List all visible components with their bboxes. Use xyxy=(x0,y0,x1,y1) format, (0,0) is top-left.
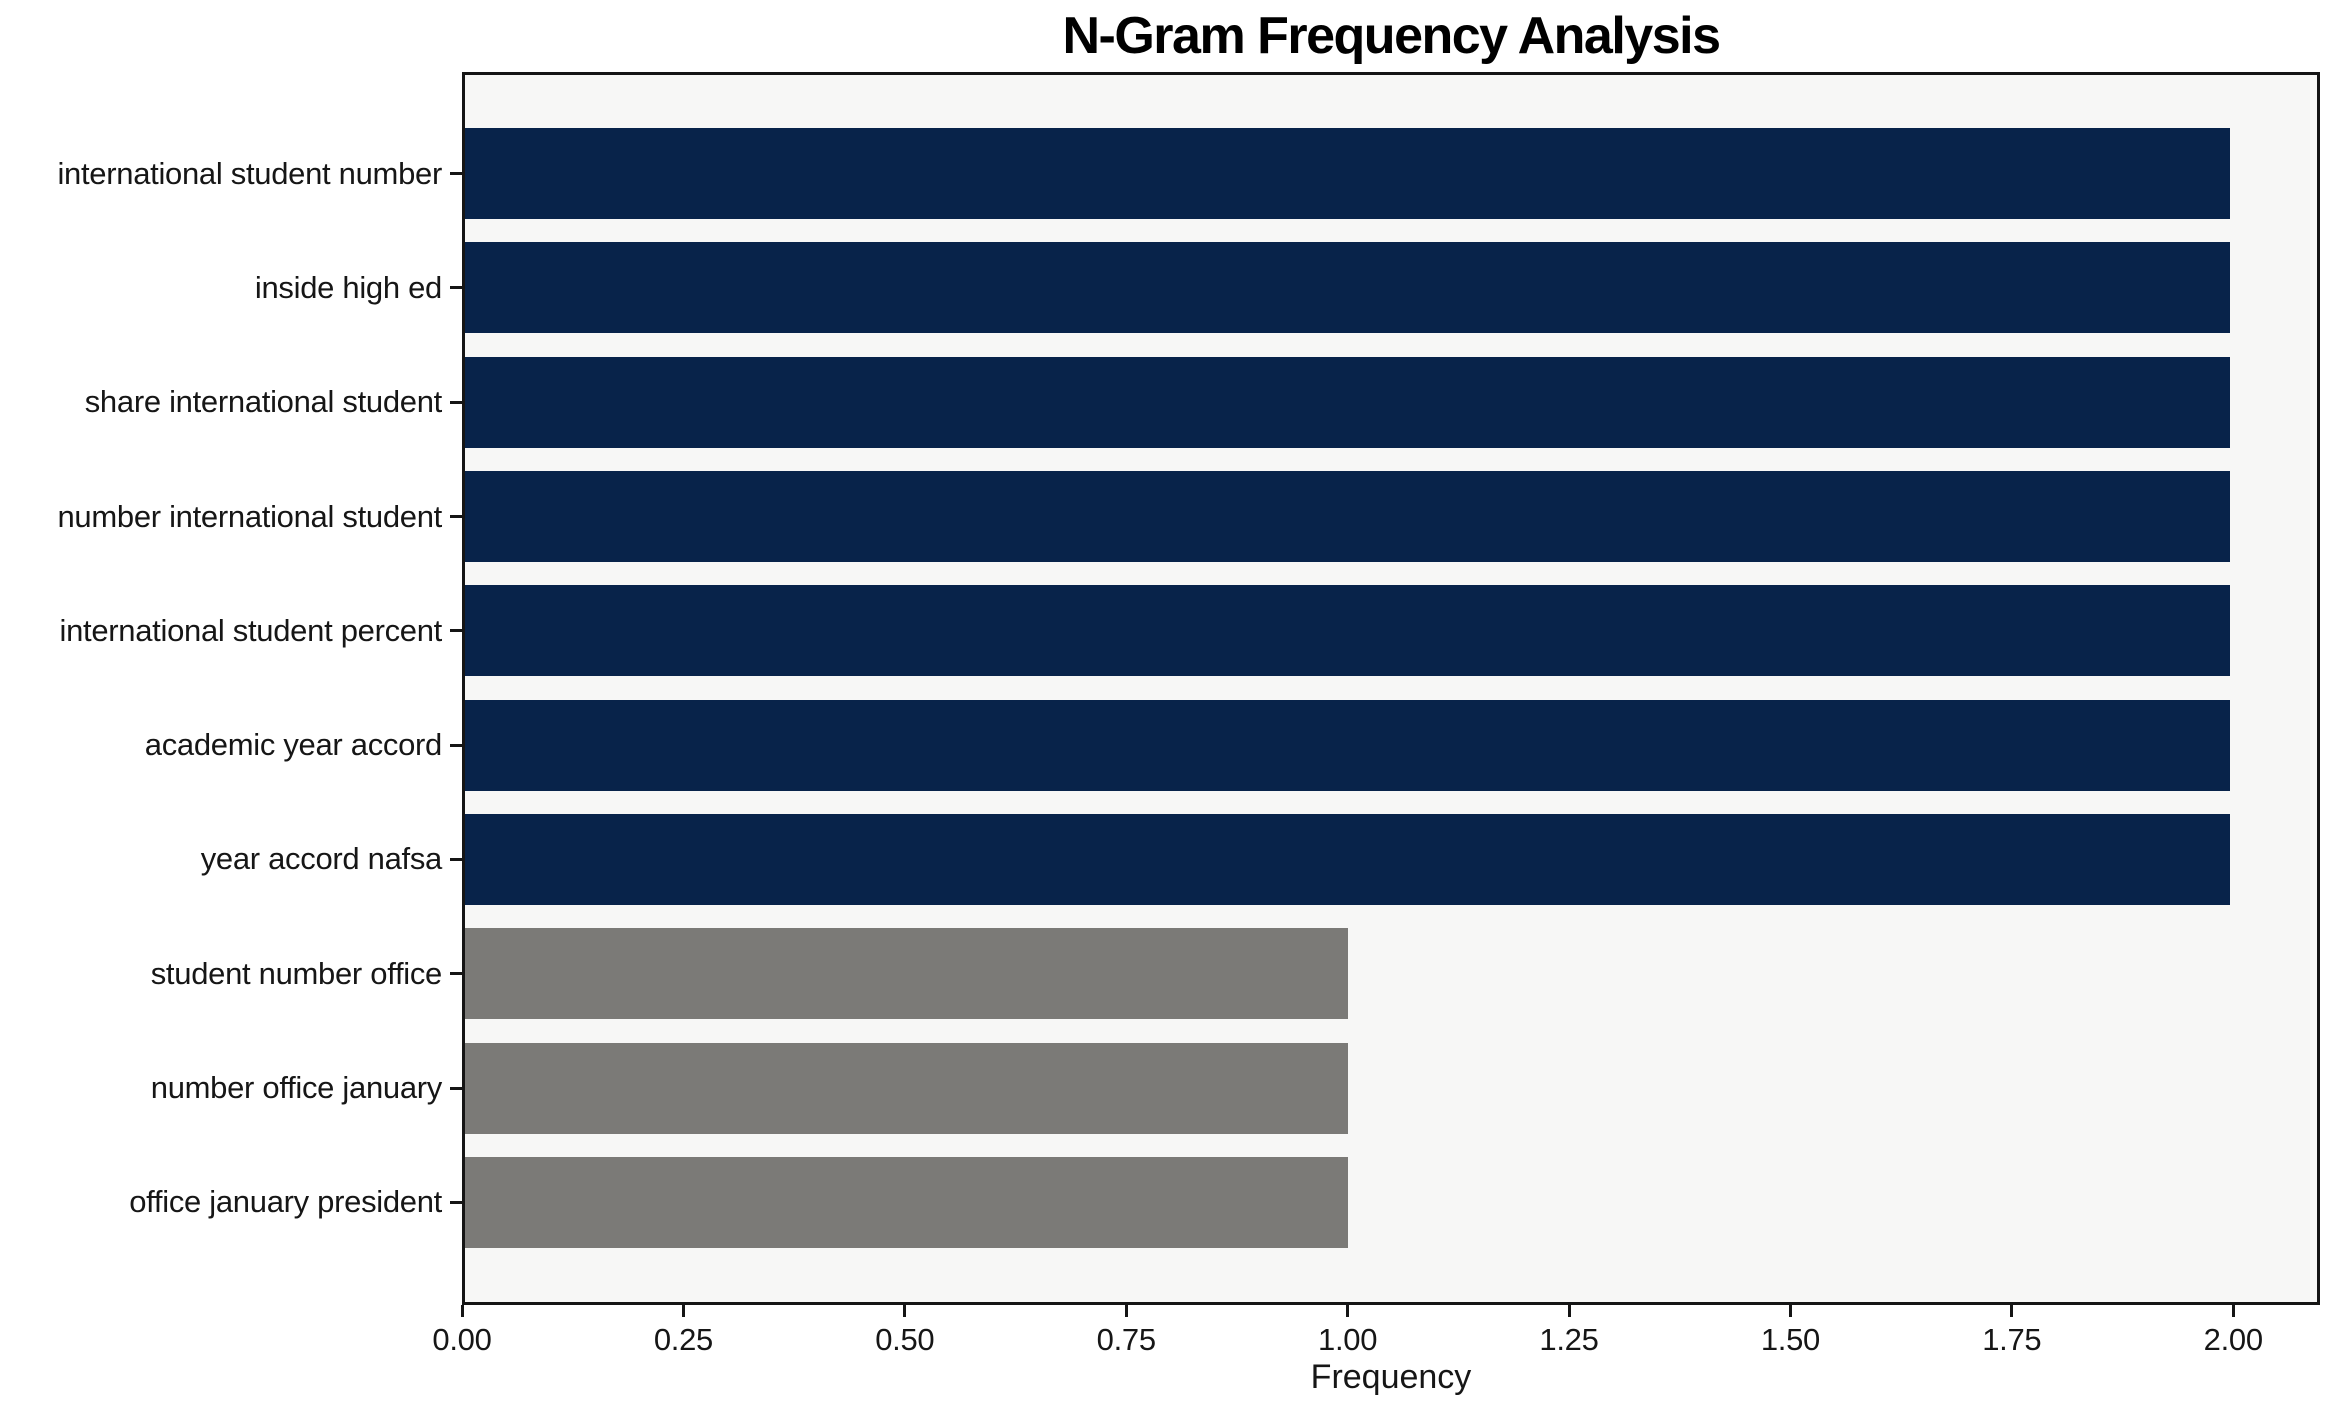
y-tick-mark xyxy=(450,172,462,176)
y-tick-label: international student percent xyxy=(59,612,442,648)
bar-9 xyxy=(465,1042,1348,1134)
bar-1 xyxy=(465,128,2231,220)
y-tick-mark xyxy=(450,972,462,976)
y-tick-mark xyxy=(450,515,462,518)
x-tick-label: 1.75 xyxy=(1982,1322,2042,1357)
y-tick-mark xyxy=(450,857,462,861)
x-tick-mark xyxy=(2231,1305,2235,1317)
x-tick-label: 0.50 xyxy=(875,1322,935,1357)
x-tick-mark xyxy=(1567,1305,1571,1317)
y-tick-mark xyxy=(450,286,462,290)
y-tick-mark xyxy=(450,400,462,404)
y-tick-mark xyxy=(450,629,462,633)
y-tick-label: office january president xyxy=(129,1184,442,1220)
bar-8 xyxy=(465,928,1348,1020)
x-tick-mark xyxy=(1346,1305,1350,1317)
x-tick-label: 0.00 xyxy=(432,1322,492,1357)
bar-4 xyxy=(465,471,2231,562)
bar-6 xyxy=(465,699,2231,791)
y-tick-label: inside high ed xyxy=(254,269,442,305)
bar-3 xyxy=(465,356,2231,448)
y-tick-label: share international student xyxy=(84,384,443,420)
x-tick-label: 0.75 xyxy=(1096,1322,1156,1357)
y-tick-label: academic year accord xyxy=(144,727,443,763)
bar-5 xyxy=(465,585,2231,677)
x-tick-mark xyxy=(1788,1305,1792,1317)
x-axis-label: Frequency xyxy=(1310,1358,1472,1396)
x-tick-label: 1.00 xyxy=(1318,1322,1378,1357)
x-tick-mark xyxy=(2010,1305,2014,1317)
y-tick-mark xyxy=(450,743,462,747)
y-tick-label: year accord nafsa xyxy=(200,841,443,877)
bar-2 xyxy=(465,242,2231,334)
plot-area xyxy=(462,72,2320,1305)
y-tick-label: number office january xyxy=(150,1070,443,1105)
bar-7 xyxy=(465,813,2231,905)
x-tick-mark xyxy=(1124,1305,1128,1317)
x-tick-mark xyxy=(903,1305,907,1317)
x-tick-label: 1.25 xyxy=(1539,1322,1599,1357)
y-tick-label: student number office xyxy=(150,955,443,991)
bar-10 xyxy=(465,1156,1348,1248)
chart-title: N-Gram Frequency Analysis xyxy=(1062,7,1721,65)
x-tick-label: 1.50 xyxy=(1760,1322,1820,1357)
y-tick-label: international student number xyxy=(57,155,442,191)
y-tick-mark xyxy=(450,1086,462,1090)
x-tick-label: 2.00 xyxy=(2203,1322,2263,1357)
y-tick-mark xyxy=(450,1200,462,1204)
y-tick-label: number international student xyxy=(57,498,442,534)
x-tick-mark xyxy=(460,1305,464,1317)
x-tick-mark xyxy=(681,1305,685,1317)
x-tick-label: 0.25 xyxy=(653,1322,713,1357)
